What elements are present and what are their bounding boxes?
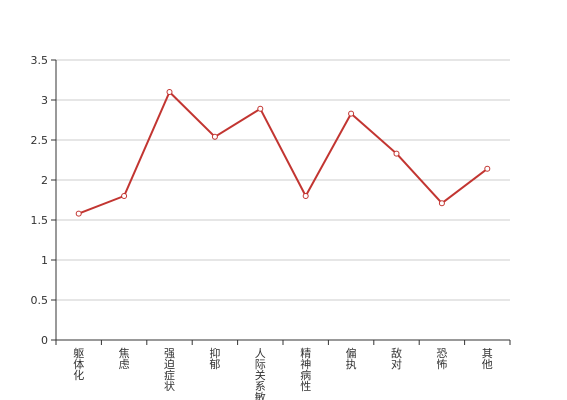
x-tick-labels: 躯体化 焦虑 强迫症状 抑郁 人际关系敏感 精神病性 偏执 敌对 恐怖 其他 (73, 346, 493, 400)
x-tick-label: 躯体化 (73, 347, 84, 382)
data-point[interactable] (393, 150, 400, 157)
data-point[interactable] (166, 89, 173, 95)
y-tick-label: 1 (41, 254, 48, 267)
data-point[interactable] (302, 193, 309, 199)
x-tick-label: 强迫症状 (164, 347, 175, 393)
series-line-path (78, 91, 488, 215)
y-tick-label: 3 (41, 94, 48, 107)
data-point[interactable] (121, 193, 128, 199)
x-tick-label: 人际关系敏感 (255, 347, 266, 400)
x-tick-label: 偏执 (346, 346, 357, 371)
x-tick-label: 其他 (482, 347, 493, 371)
data-point[interactable] (438, 200, 445, 207)
x-tick-label: 敌对 (391, 346, 402, 371)
data-point[interactable] (348, 110, 355, 117)
y-tick-labels: 0 0.5 1 1.5 2 2.5 3 3.5 (31, 54, 49, 347)
x-tick-label: 恐怖 (436, 347, 447, 371)
x-tick-label: 抑郁 (209, 346, 220, 371)
y-tick-label: 1.5 (31, 214, 49, 227)
series-line (78, 91, 488, 215)
y-tick-label: 0.5 (31, 294, 49, 307)
data-point[interactable] (257, 105, 264, 112)
data-point[interactable] (75, 210, 82, 217)
y-tick-label: 0 (41, 334, 48, 347)
data-point[interactable] (211, 133, 218, 140)
x-tick-label: 焦虑 (119, 347, 130, 371)
y-tick-label: 3.5 (31, 54, 49, 67)
grid-lines (56, 59, 510, 301)
axes (51, 59, 511, 345)
y-tick-label: 2.5 (31, 134, 49, 147)
x-tick-label: 精神病性 (300, 347, 311, 393)
data-point[interactable] (484, 165, 491, 172)
data-points (75, 89, 491, 217)
y-tick-label: 2 (41, 174, 48, 187)
